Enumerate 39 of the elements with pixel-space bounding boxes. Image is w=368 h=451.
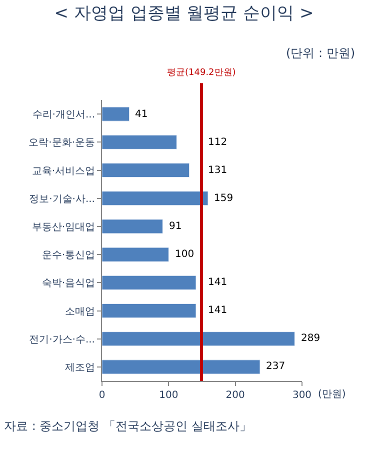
bar <box>102 332 295 346</box>
bar <box>102 106 130 122</box>
y-tick-label: 제조업 <box>65 362 95 374</box>
bar <box>102 134 177 150</box>
x-tick-label: 300 <box>292 390 312 401</box>
bar <box>102 219 163 234</box>
x-tick-label: 200 <box>226 390 245 401</box>
data-label: 289 <box>301 333 320 344</box>
data-label: 159 <box>214 193 234 204</box>
bar <box>102 360 260 374</box>
ref-line-label: 평균(149.2만원) <box>167 68 236 78</box>
data-label: 100 <box>175 249 194 260</box>
x-tick-label: 100 <box>159 390 178 401</box>
data-label: 91 <box>169 221 182 232</box>
y-tick-label: 수리·개인서... <box>32 110 95 121</box>
data-label: 141 <box>208 277 228 288</box>
data-label: 131 <box>208 165 228 176</box>
bar <box>102 275 196 290</box>
y-tick-label: 정보·기술·사... <box>29 194 95 205</box>
y-tick-label: 소매업 <box>65 306 95 318</box>
y-tick-label: 숙박·음식업 <box>42 278 95 290</box>
text: 자료 : 중소기업청 「전국소상공인 실태조사」 <box>4 419 252 433</box>
data-label: 112 <box>208 137 228 148</box>
bar <box>102 162 190 178</box>
data-label: 41 <box>135 109 148 120</box>
y-tick-label: 부동산·임대업 <box>32 222 95 233</box>
bar <box>102 191 208 206</box>
data-label: 141 <box>208 305 228 316</box>
x-axis-title: (만원) <box>318 389 346 400</box>
bar <box>102 247 169 262</box>
chart-subtitle: (단위 : 만원) <box>286 46 356 60</box>
x-tick-label: 0 <box>98 390 106 401</box>
chart-title: < 자영업 업종별 월평균 순이익 > <box>54 4 314 24</box>
bar <box>102 303 196 318</box>
y-tick-label: 오락·문화·운동 <box>28 138 95 149</box>
y-tick-label: 교육·서비스업 <box>32 166 95 177</box>
y-tick-label: 운수·통신업 <box>42 250 95 262</box>
y-tick-label: 전기·가스·수... <box>29 334 95 346</box>
data-label: 237 <box>266 361 286 372</box>
